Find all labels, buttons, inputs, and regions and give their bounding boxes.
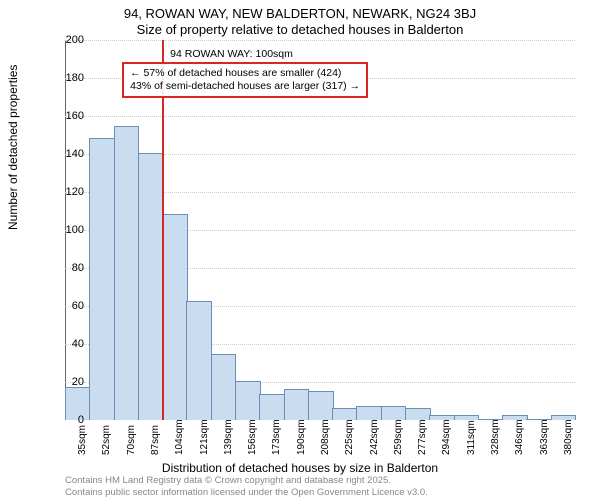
footnote: Contains HM Land Registry data © Crown c… (65, 475, 428, 498)
gridline (65, 116, 575, 117)
x-axis-label: Distribution of detached houses by size … (0, 461, 600, 475)
gridline (65, 40, 575, 41)
histogram-bar (381, 406, 407, 420)
xtick-label: 121sqm (199, 425, 210, 455)
xtick-label: 52sqm (101, 425, 112, 455)
histogram-bar (356, 406, 382, 420)
footnote-line1: Contains HM Land Registry data © Crown c… (65, 475, 391, 486)
annotation-box: ← 57% of detached houses are smaller (42… (122, 62, 368, 98)
ytick-label: 60 (72, 300, 84, 312)
xtick-label: 294sqm (441, 425, 452, 455)
histogram-bar (405, 408, 431, 420)
xtick-label: 104sqm (174, 425, 185, 455)
xtick-label: 328sqm (490, 425, 501, 455)
xtick-label: 173sqm (271, 425, 282, 455)
histogram-bar (259, 394, 285, 420)
histogram-bar (211, 354, 237, 420)
footnote-line2: Contains public sector information licen… (65, 487, 428, 498)
chart-container: 94, ROWAN WAY, NEW BALDERTON, NEWARK, NG… (0, 0, 600, 500)
xtick-label: 380sqm (563, 425, 574, 455)
histogram-bar (162, 214, 188, 420)
xtick-label: 363sqm (539, 425, 550, 455)
xtick-label: 208sqm (320, 425, 331, 455)
xtick-label: 259sqm (393, 425, 404, 455)
annotation-line1: ← 57% of detached houses are smaller (42… (130, 67, 360, 80)
histogram-bar (186, 301, 212, 420)
ytick-label: 200 (66, 34, 84, 46)
xtick-label: 87sqm (150, 425, 161, 455)
histogram-bar (114, 126, 140, 420)
histogram-bar (284, 389, 310, 420)
annotation-line2: 43% of semi-detached houses are larger (… (130, 80, 360, 93)
histogram-bar (89, 138, 115, 420)
ytick-label: 120 (66, 186, 84, 198)
histogram-bar (308, 391, 334, 421)
xtick-label: 346sqm (514, 425, 525, 455)
histogram-bar (332, 408, 358, 420)
xtick-label: 139sqm (223, 425, 234, 455)
chart-title-1: 94, ROWAN WAY, NEW BALDERTON, NEWARK, NG… (0, 6, 600, 21)
histogram-bar (235, 381, 261, 420)
histogram-bar (138, 153, 164, 420)
ytick-label: 180 (66, 72, 84, 84)
annotation-title: 94 ROWAN WAY: 100sqm (170, 48, 293, 60)
y-axis-label: Number of detached properties (6, 65, 20, 230)
ytick-label: 140 (66, 148, 84, 160)
ytick-label: 20 (72, 376, 84, 388)
xtick-label: 242sqm (369, 425, 380, 455)
xtick-label: 311sqm (466, 425, 477, 455)
xtick-label: 35sqm (77, 425, 88, 455)
xtick-label: 277sqm (417, 425, 428, 455)
ytick-label: 80 (72, 262, 84, 274)
chart-title-2: Size of property relative to detached ho… (0, 22, 600, 37)
xtick-label: 156sqm (247, 425, 258, 455)
xtick-label: 190sqm (296, 425, 307, 455)
ytick-label: 40 (72, 338, 84, 350)
xtick-label: 225sqm (344, 425, 355, 455)
xtick-label: 70sqm (126, 425, 137, 455)
ytick-label: 100 (66, 224, 84, 236)
ytick-label: 160 (66, 110, 84, 122)
